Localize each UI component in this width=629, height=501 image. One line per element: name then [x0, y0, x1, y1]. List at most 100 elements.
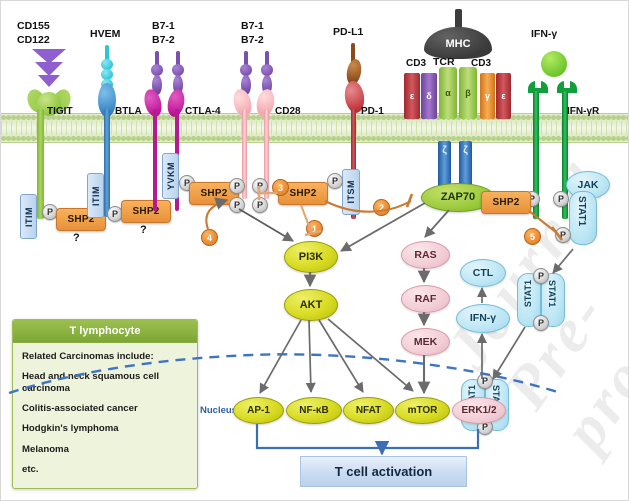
ligand-label-hvem: HVEM	[90, 28, 121, 40]
phospho-cd28-a1: P	[229, 178, 245, 194]
tcr-label: TCR	[433, 56, 455, 68]
raf-node: RAF	[401, 285, 450, 313]
receptor-label-ifngr: IFN-γR	[567, 106, 600, 117]
shp2-box-btla: SHP2	[121, 200, 171, 223]
cd3-chain-epsilon-left: ε	[404, 73, 420, 119]
receptor-label-tigit: TIGIT	[47, 106, 73, 117]
annotation-2: 2	[373, 199, 390, 216]
legend-item: Melanoma	[22, 443, 69, 455]
arrow-cd28-to-pi3k	[238, 208, 294, 242]
cd3-chain-gamma: γ	[480, 73, 495, 119]
shp2-box-ifngr: SHP2	[481, 191, 531, 214]
stat1-label: STAT1	[523, 280, 533, 308]
legend-title: T lymphocyte	[13, 320, 197, 343]
mhc-ligand: MHC	[424, 9, 492, 59]
nucleus-label: Nucleus	[200, 405, 237, 416]
phospho-cd28-b2: P	[252, 197, 268, 213]
stat1-dimer-cytoplasm: STAT1 STAT1 P P	[517, 268, 565, 331]
zeta-chain-left: ζ	[438, 141, 451, 193]
ligand-label-b72-right: B7-2	[241, 34, 264, 46]
ifngr-head-right	[557, 81, 577, 103]
cd3-label-right: CD3	[471, 58, 492, 69]
b7-ligand-left-a	[150, 51, 164, 97]
arrow-akt-to-nfkb	[305, 319, 316, 394]
zeta-chain-right: ζ	[459, 141, 472, 193]
phospho-stat1-membrane: P	[555, 227, 571, 243]
arrow-dimer-to-nucleus	[492, 326, 526, 380]
receptor-label-cd28: CD28	[275, 106, 301, 117]
motif-itim-btla: ITIM	[87, 173, 104, 218]
stat1-label: STAT1	[491, 385, 501, 413]
tcr-chain-beta: β	[459, 67, 477, 119]
arrow-zap70-to-ras	[424, 209, 450, 238]
membrane-inner-heads	[1, 135, 628, 142]
stat1-membrane: STAT1	[569, 191, 597, 245]
pd1-stalk	[351, 109, 356, 219]
nucleus-factor-ap1: AP-1	[233, 397, 284, 424]
mek-node: MEK	[401, 328, 450, 356]
legend-box: T lymphocyte Related Carcinomas include:…	[12, 319, 198, 489]
ras-node: RAS	[401, 241, 450, 269]
tigit-stalk	[37, 109, 44, 219]
ifngr-head-left	[528, 81, 548, 103]
lipid-bilayer	[1, 113, 628, 143]
ifngr-stalk-left	[533, 91, 539, 219]
phospho-pd1: P	[327, 173, 343, 189]
b7-ligand-right-b	[260, 51, 274, 97]
cd155-cd122-ligand	[32, 49, 66, 93]
motif-label: ITIM	[23, 206, 34, 227]
question-mark-tigit: ?	[73, 232, 80, 244]
ligand-label-b72-left: B7-2	[152, 34, 175, 46]
arrow-akt-to-mtor	[327, 318, 414, 392]
ligand-label-b71-left: B7-1	[152, 20, 175, 32]
t-cell-activation-box: T cell activation	[300, 456, 467, 487]
ifng-node: IFN-γ	[456, 304, 510, 333]
arrow-shp2-pd1-to-zap70	[324, 200, 412, 213]
receptor-label-pd1: PD-1	[361, 106, 384, 117]
ligand-label-cd155: CD155	[17, 20, 50, 32]
phospho-stat1-nuc-top: P	[477, 373, 493, 389]
annotation-5: 5	[524, 228, 541, 245]
nucleus-factor-mtor: mTOR	[395, 397, 450, 424]
ctla4-stalk-a	[153, 109, 157, 211]
cd28-stalk-b	[264, 109, 269, 199]
ligand-label-cd122: CD122	[17, 34, 50, 46]
nucleus-factor-nfkb: NF-κB	[286, 397, 342, 424]
ligand-label-ifng-top: IFN-γ	[531, 28, 558, 40]
receptor-label-btla: BTLA	[115, 106, 142, 117]
receptor-label-ctla4: CTLA-4	[185, 106, 221, 117]
pi3k-node: PI3K	[284, 241, 338, 273]
mhc-label: MHC	[445, 38, 471, 50]
ligand-label-pdl1: PD-L1	[333, 26, 364, 38]
phospho-stat1-dimer-top: P	[533, 268, 549, 284]
arrow-stat1-to-dimer	[552, 248, 574, 274]
cd28-stalk-a	[242, 109, 247, 199]
legend-item: Related Carcinomas include:	[22, 351, 154, 362]
legend-list: Related Carcinomas include: Head and nec…	[13, 343, 197, 475]
legend-item: etc.	[22, 463, 39, 475]
arrow-akt-to-ap1	[259, 319, 302, 394]
ifng-ligand	[541, 51, 567, 77]
bottom-bracket	[255, 424, 480, 450]
pdl1-ligand	[343, 43, 364, 95]
tcr-chain-alpha: α	[439, 67, 457, 119]
motif-itsm-pd1: ITSM	[342, 169, 360, 215]
arrow-akt-to-nfat	[318, 319, 364, 393]
motif-label: YVKM	[165, 161, 176, 190]
b7-ligand-right-a	[239, 51, 253, 97]
phospho-ifngr-right: P	[553, 191, 569, 207]
annotation-1: 1	[306, 220, 323, 237]
cd3-label-left: CD3	[406, 58, 427, 69]
annotation-4: 4	[201, 229, 218, 246]
ifngr-stalk-right	[562, 91, 568, 219]
motif-label: ITSM	[346, 180, 356, 204]
phospho-stat1-dimer-bottom: P	[533, 315, 549, 331]
question-mark-btla: ?	[140, 224, 147, 236]
legend-item: Colitis-associated cancer	[22, 402, 138, 414]
legend-item: Hodgkin's lymphoma	[22, 423, 119, 435]
stat1-label: STAT1	[547, 280, 557, 308]
b7-ligand-left-b	[171, 51, 185, 97]
membrane-outer-heads	[1, 114, 628, 121]
btla-receptor	[98, 83, 116, 117]
